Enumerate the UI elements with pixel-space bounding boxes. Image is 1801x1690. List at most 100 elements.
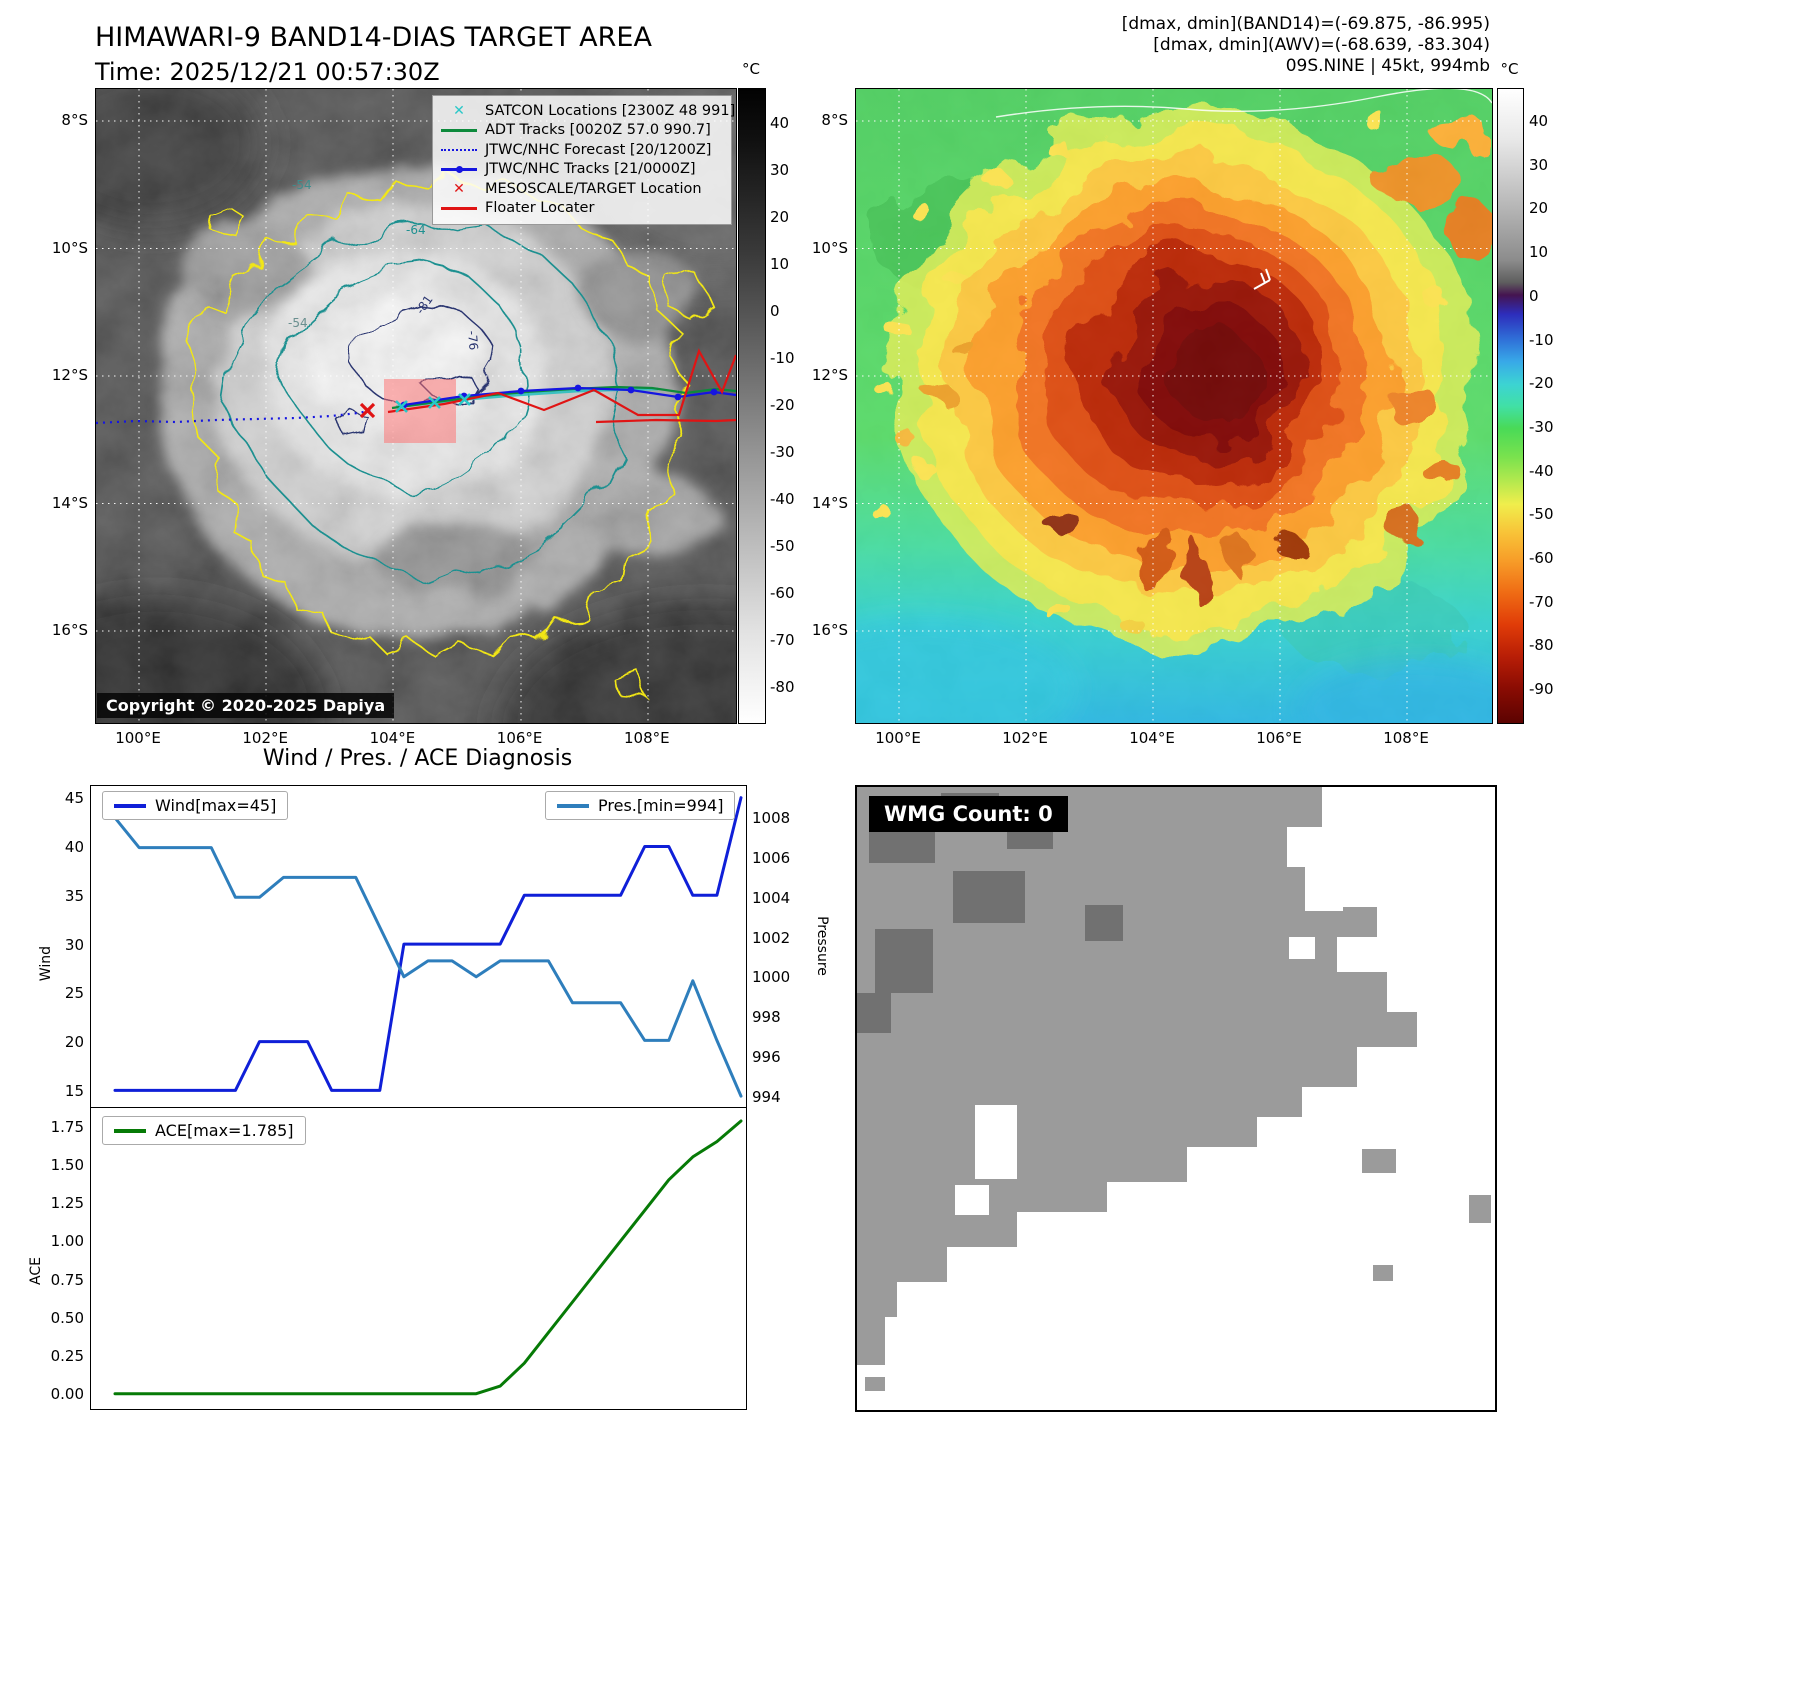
tick-label: 35 xyxy=(64,886,84,905)
series-line xyxy=(113,796,743,1092)
tick-label: 104°E xyxy=(1129,729,1175,747)
awv-map xyxy=(855,88,1493,724)
awv-header: [dmax, dmin](BAND14)=(-69.875, -86.995) … xyxy=(990,14,1490,77)
tick-label: 10 xyxy=(1529,243,1549,262)
wind-pressure-plot-area xyxy=(113,796,743,1098)
tick-label: 0.50 xyxy=(50,1308,84,1327)
awv-lat-axis: 8°S 10°S 12°S 14°S 16°S xyxy=(800,88,848,722)
tick-label: 14°S xyxy=(811,493,848,512)
tick-label: 10 xyxy=(770,254,790,273)
latlon-grid xyxy=(96,89,736,723)
ace-axis-ticks: 1.75 1.50 1.25 1.00 0.75 0.50 0.25 0.00 xyxy=(44,1109,84,1410)
diagnosis-title: Wind / Pres. / ACE Diagnosis xyxy=(262,746,573,771)
tick-label: -60 xyxy=(770,583,795,602)
tick-label: 108°E xyxy=(623,729,670,747)
legend-item-label: ADT Tracks [0020Z 57.0 990.7] xyxy=(485,122,711,139)
band14-time: Time: 2025/12/21 00:57:30Z xyxy=(95,58,440,86)
tick-label: -30 xyxy=(770,442,795,461)
tick-label: 102°E xyxy=(242,729,288,747)
tick-label: 1.00 xyxy=(50,1232,84,1251)
line-dot-marker-icon xyxy=(441,162,477,176)
tick-label: 25 xyxy=(64,984,84,1003)
tick-label: 102°E xyxy=(1002,729,1048,747)
tick-label: 10°S xyxy=(51,238,88,257)
band14-colorbar xyxy=(738,88,766,724)
tick-label: -10 xyxy=(770,348,795,367)
awv-colorbar-unit: °C xyxy=(1500,60,1519,78)
tick-label: 1000 xyxy=(752,968,791,987)
ace-legend-label: ACE[max=1.785] xyxy=(155,1121,294,1140)
tick-label: 16°S xyxy=(811,621,848,639)
dmax-dmin-band14: [dmax, dmin](BAND14)=(-69.875, -86.995) xyxy=(1121,14,1490,34)
wind-axis-label: Wind xyxy=(38,946,54,982)
pressure-legend-label: Pres.[min=994] xyxy=(598,796,724,815)
tick-label: 108°E xyxy=(1383,729,1429,747)
legend-item: Floater Locater xyxy=(441,199,723,219)
legend-item-label: Floater Locater xyxy=(485,200,595,217)
wind-barb-icon xyxy=(1253,268,1271,290)
latlon-grid xyxy=(856,89,1492,723)
x-marker-icon: ✕ xyxy=(453,180,465,197)
tick-label: 0 xyxy=(770,301,780,320)
band14-satellite-image: -54 -64 -81 -76 -54 xyxy=(96,89,736,723)
band14-title: HIMAWARI-9 BAND14-DIAS TARGET AREA xyxy=(95,22,652,53)
x-marker-icon: ✕ xyxy=(453,102,465,119)
band14-map: -54 -64 -81 -76 -54 xyxy=(95,88,737,724)
tick-label: 104°E xyxy=(369,729,416,747)
legend-item-label: SATCON Locations [2300Z 48 991] xyxy=(485,102,736,119)
pressure-line-swatch xyxy=(557,803,589,808)
tick-label: 0 xyxy=(1529,286,1539,305)
dmax-dmin-awv: [dmax, dmin](AWV)=(-68.639, -83.304) xyxy=(1153,35,1490,55)
tick-label: 100°E xyxy=(115,729,161,747)
awv-lon-axis: 100°E 102°E 104°E 106°E 108°E xyxy=(855,729,1491,749)
legend-item: ADT Tracks [0020Z 57.0 990.7] xyxy=(441,121,723,141)
legend-item: ✕ SATCON Locations [2300Z 48 991] xyxy=(441,101,735,121)
tick-label: 30 xyxy=(1529,155,1549,174)
contour-mid-teal xyxy=(223,223,619,582)
wind-legend-label: Wind[max=45] xyxy=(155,796,277,815)
coastline xyxy=(995,89,1492,118)
tick-label: 0.75 xyxy=(50,1270,84,1289)
copyright-label: Copyright © 2020-2025 Dapiya xyxy=(97,693,395,718)
legend-item-label: MESOSCALE/TARGET Location xyxy=(485,180,702,197)
tick-label: 100°E xyxy=(875,729,921,747)
tick-label: 30 xyxy=(770,160,790,179)
tick-label: 15 xyxy=(64,1081,84,1100)
tick-label: -40 xyxy=(1529,461,1554,480)
legend-item-label: JTWC/NHC Forecast [20/1200Z] xyxy=(485,141,712,158)
ace-chart xyxy=(90,1107,747,1410)
tick-label: -20 xyxy=(770,395,795,414)
tick-label: 1008 xyxy=(752,809,791,828)
series-line xyxy=(113,816,743,1098)
tick-label: 1006 xyxy=(752,849,791,868)
legend-item-label: JTWC/NHC Tracks [21/0000Z] xyxy=(485,161,696,178)
line-marker-icon xyxy=(441,123,477,137)
tick-label: -60 xyxy=(1529,549,1554,567)
tick-label: -30 xyxy=(1529,417,1554,436)
contour-label: -76 xyxy=(465,330,481,351)
pressure-axis-label: Pressure xyxy=(814,916,830,976)
ace-plot-area xyxy=(113,1119,743,1396)
jtwc-forecast-track xyxy=(96,408,375,425)
mesoscale-x-marker xyxy=(359,402,376,419)
tick-label: -70 xyxy=(770,630,795,649)
tick-label: -50 xyxy=(1529,505,1554,524)
line-marker-icon xyxy=(441,201,477,215)
wind-line-swatch xyxy=(114,803,146,808)
tick-label: -10 xyxy=(1529,330,1554,349)
wind-axis-ticks: 45 40 35 30 25 20 15 xyxy=(48,787,84,1109)
ace-axis-label: ACE xyxy=(28,1257,44,1285)
tick-label: 1002 xyxy=(752,928,791,947)
tick-label: 996 xyxy=(752,1047,781,1066)
storm-id-intensity: 09S.NINE | 45kt, 994mb xyxy=(1285,56,1490,76)
wmg-count-badge: WMG Count: 0 xyxy=(869,796,1068,832)
tick-label: -50 xyxy=(770,536,795,555)
tick-label: 0.25 xyxy=(50,1347,84,1366)
awv-grain xyxy=(856,89,1492,723)
tick-label: 12°S xyxy=(51,366,88,384)
tick-label: -80 xyxy=(770,677,795,696)
tick-label: 45 xyxy=(64,789,84,808)
pressure-axis-ticks: 1008 1006 1004 1002 1000 998 996 994 xyxy=(752,787,798,1109)
tick-label: 998 xyxy=(752,1008,781,1027)
tick-label: 106°E xyxy=(1256,729,1302,747)
